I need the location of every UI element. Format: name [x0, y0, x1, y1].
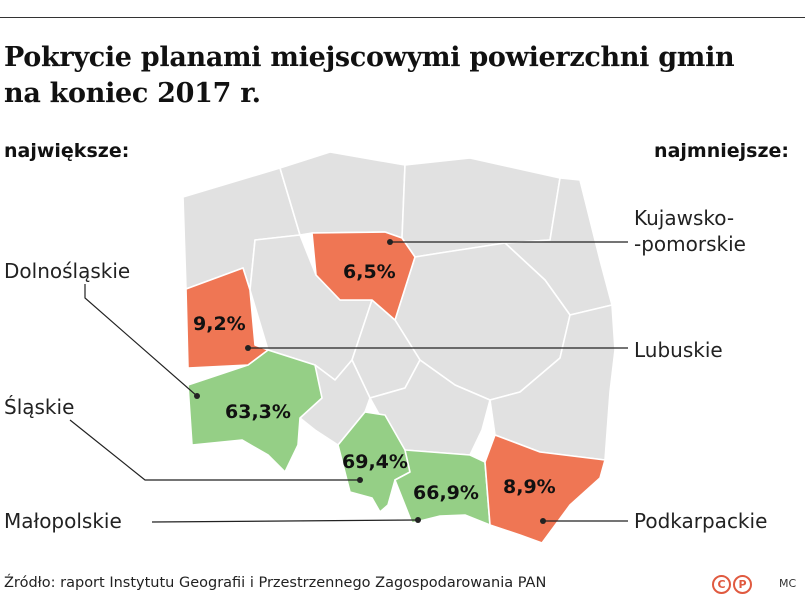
header-smallest: najmniejsze:	[654, 140, 789, 162]
leader-dolnoslaskie	[84, 284, 198, 397]
leader-slaskie	[69, 419, 360, 481]
leader-malopolskie	[151, 519, 419, 523]
value-lubuskie: 9,2%	[193, 313, 246, 335]
dot-kujawsko-pomorskie	[387, 239, 393, 245]
region-malopolskie	[394, 449, 491, 526]
region-podkarpackie	[484, 434, 606, 544]
value-kujawsko-pomorskie: 6,5%	[343, 261, 396, 283]
author-initials: MC	[779, 577, 797, 590]
header-largest: największe:	[4, 140, 130, 162]
label-kujawsko-line-2: -pomorskie	[634, 232, 746, 256]
title-line-2: na koniec 2017 r.	[4, 78, 261, 109]
value-malopolskie: 66,9%	[413, 482, 479, 504]
top-rule	[0, 17, 805, 18]
label-podkarpackie: Podkarpackie	[634, 509, 768, 533]
dot-malopolskie	[415, 517, 421, 523]
value-dolnoslaskie: 63,3%	[225, 401, 291, 423]
label-kujawsko-line-1: Kujawsko-	[634, 206, 735, 230]
region-pomorskie	[279, 151, 406, 239]
label-kujawsko-pomorskie: Kujawsko- -pomorskie	[634, 205, 746, 257]
value-slaskie: 69,4%	[342, 451, 408, 473]
label-dolnoslaskie: Dolnośląskie	[4, 259, 131, 283]
chart-title: Pokrycie planami miejscowymi powierzchni…	[4, 40, 799, 112]
copyright-badges: C P	[712, 575, 752, 594]
source-note: Źródło: raport Instytutu Geografii i Prz…	[4, 575, 547, 591]
dot-dolnoslaskie	[194, 393, 200, 399]
region-kujawsko-pomorskie	[311, 231, 416, 321]
title-line-1: Pokrycie planami miejscowymi powierzchni…	[4, 42, 735, 73]
dot-slaskie	[357, 477, 363, 483]
label-lubuskie: Lubuskie	[634, 338, 723, 362]
copyright-icon: C	[712, 575, 731, 594]
phonogram-icon: P	[733, 575, 752, 594]
dot-podkarpackie	[540, 518, 546, 524]
label-slaskie: Śląskie	[4, 395, 75, 419]
label-malopolskie: Małopolskie	[4, 509, 122, 533]
dot-lubuskie	[245, 345, 251, 351]
value-podkarpackie: 8,9%	[503, 476, 556, 498]
region-slaskie	[337, 411, 411, 513]
